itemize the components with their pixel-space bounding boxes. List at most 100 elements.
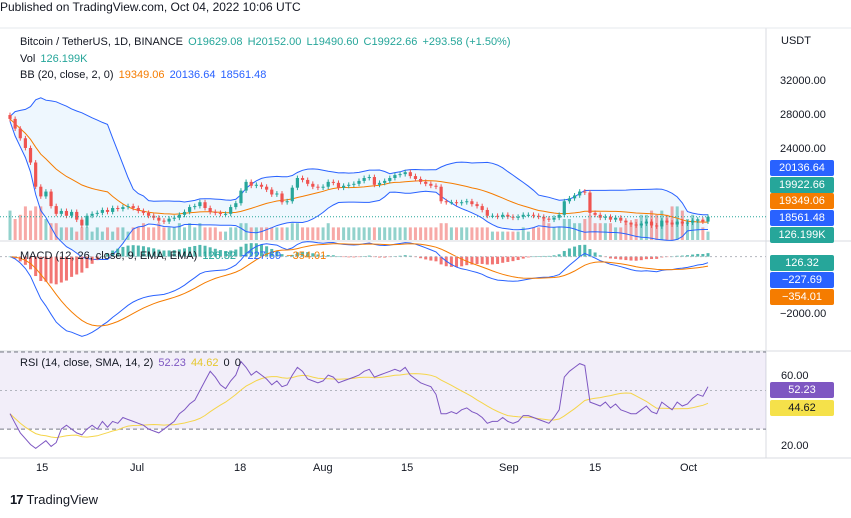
volume-bar xyxy=(18,214,22,240)
volume-bar xyxy=(362,227,366,240)
candle xyxy=(403,172,407,175)
macd-histogram-bar xyxy=(629,256,633,261)
candle xyxy=(311,183,315,187)
candle xyxy=(547,218,551,220)
volume-bar xyxy=(449,227,453,240)
volume-bar xyxy=(121,227,125,240)
volume-bar xyxy=(419,227,423,240)
volume-bar xyxy=(608,223,612,240)
volume-bar xyxy=(326,223,330,240)
candle xyxy=(141,210,146,213)
volume-bar xyxy=(511,231,515,240)
candle xyxy=(136,208,140,211)
macd-histogram-bar xyxy=(403,255,407,257)
macd-histogram-bar xyxy=(326,255,330,257)
macd-histogram-bar xyxy=(172,250,176,257)
macd-histogram-bar xyxy=(116,248,120,257)
macd-histogram-bar xyxy=(357,256,361,258)
volume-bar xyxy=(665,214,669,240)
volume-bar xyxy=(403,227,407,240)
volume-bar xyxy=(39,206,43,240)
volume-bar xyxy=(295,223,299,240)
candle xyxy=(193,206,197,208)
volume-legend[interactable]: Vol 126.199K xyxy=(20,53,89,65)
volume-bar xyxy=(342,227,346,240)
volume-bar xyxy=(455,227,459,240)
macd-histogram-bar xyxy=(147,247,151,257)
candle xyxy=(408,172,412,177)
tradingview-footer[interactable]: 17 TradingView xyxy=(10,492,98,507)
macd-histogram-bar xyxy=(259,244,263,257)
macd-legend[interactable]: MACD (12, 26, close, 9, EMA, EMA) 126.32… xyxy=(20,250,328,262)
volume-bar xyxy=(496,231,500,240)
legend-high: H20152.00 xyxy=(247,36,302,48)
volume-bar xyxy=(619,227,623,240)
macd-line-tag: −227.69 xyxy=(770,272,834,288)
candle xyxy=(444,201,448,203)
candle xyxy=(49,191,53,207)
bb-upper-line xyxy=(9,97,708,216)
macd-histogram-bar xyxy=(321,255,325,257)
candle xyxy=(352,183,356,185)
currency-label[interactable]: USDT xyxy=(781,35,811,47)
volume-bar xyxy=(34,206,38,240)
macd-histogram-bar xyxy=(562,250,566,257)
macd-histogram-bar xyxy=(106,253,110,257)
time-tick: Sep xyxy=(499,462,519,474)
candle xyxy=(182,211,187,215)
candle xyxy=(614,217,618,220)
vol-label: Vol xyxy=(20,53,36,65)
macd-histogram-bar xyxy=(460,256,464,267)
candle xyxy=(608,216,613,220)
volume-bar xyxy=(198,223,202,240)
volume-bar xyxy=(116,227,120,240)
candle xyxy=(198,202,202,207)
candle xyxy=(75,211,79,220)
rsi-line xyxy=(9,360,709,450)
macd-histogram-bar xyxy=(295,252,299,257)
macd-histogram-bar xyxy=(439,256,443,265)
bb-legend[interactable]: BB (20, close, 2, 0) 19349.06 20136.64 1… xyxy=(20,69,268,81)
price-tick: 32000.00 xyxy=(780,75,826,87)
candle xyxy=(506,214,510,217)
macd-histogram-bar xyxy=(301,251,305,257)
candle xyxy=(270,189,274,195)
volume-bar xyxy=(547,223,551,240)
bb-basis-tag: 19349.06 xyxy=(770,193,834,209)
macd-histogram-bar xyxy=(167,250,171,257)
candle xyxy=(665,220,669,223)
macd-histogram-bar xyxy=(624,256,628,261)
volume-bar xyxy=(408,227,412,240)
candle xyxy=(126,206,130,208)
volume-bar xyxy=(588,214,592,240)
macd-histogram-bar xyxy=(542,255,546,257)
volume-bar xyxy=(629,223,633,240)
rsi-legend[interactable]: RSI (14, close, SMA, 14, 2) 52.23 44.62 … xyxy=(20,357,243,369)
macd-histogram-bar xyxy=(275,250,279,257)
candle xyxy=(475,204,479,207)
candle xyxy=(265,186,269,190)
candle xyxy=(100,209,104,213)
macd-histogram-bar xyxy=(311,253,315,257)
candle xyxy=(388,178,392,181)
volume-bar xyxy=(162,227,166,240)
volume-bar xyxy=(234,227,238,240)
candle xyxy=(259,184,264,187)
volume-bar xyxy=(316,227,320,240)
candle xyxy=(578,191,582,196)
volume-bar xyxy=(172,227,176,240)
volume-bar xyxy=(429,227,433,240)
symbol-title[interactable]: Bitcoin / TetherUS, 1D, BINANCE xyxy=(20,36,184,48)
candle xyxy=(306,179,310,184)
volume-bar xyxy=(44,219,48,240)
candle xyxy=(588,192,592,213)
candle xyxy=(516,216,520,218)
macd-histogram-bar xyxy=(537,256,541,257)
candle xyxy=(660,220,664,227)
candle xyxy=(23,138,27,148)
macd-histogram-bar xyxy=(501,256,505,263)
macd-histogram-bar xyxy=(608,256,612,259)
macd-histogram-bar xyxy=(54,256,58,285)
volume-bar xyxy=(526,231,530,240)
